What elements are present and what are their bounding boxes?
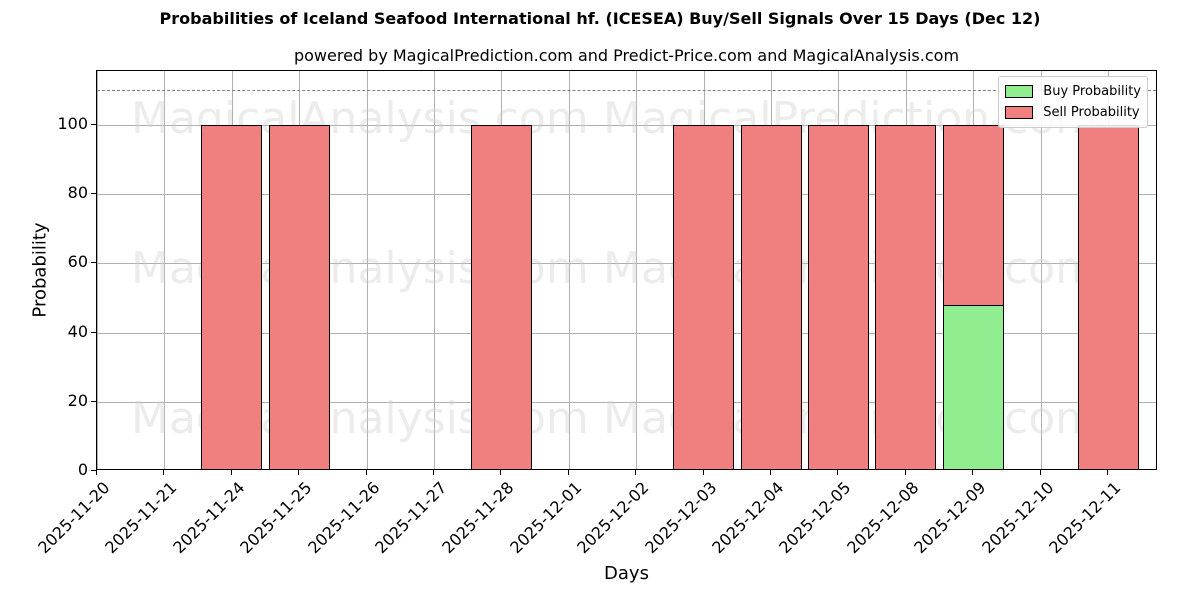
sell-bar (470, 125, 532, 469)
sell-bar (875, 125, 937, 469)
y-tick (91, 193, 96, 195)
chart-title: Probabilities of Iceland Seafood Interna… (159, 9, 1041, 28)
x-tick-label: 2025-11-25 (236, 478, 316, 558)
threshold-line (97, 90, 1156, 92)
plot-area: MagicalAnalysis.com MagicalPrediction.com… (96, 70, 1157, 470)
sell-bar (1077, 125, 1139, 469)
x-axis-label: Days (604, 563, 649, 584)
y-tick (91, 124, 96, 125)
grid-line-h (97, 194, 1156, 196)
x-tick-label: 2025-11-27 (371, 478, 451, 558)
y-tick-label: 100 (57, 114, 88, 133)
grid-line-h (97, 332, 1156, 334)
sell-bar (268, 125, 330, 469)
grid-line-v (568, 71, 570, 469)
buy-bar (942, 304, 1004, 469)
x-tick (96, 470, 97, 475)
x-tick-label: 2025-12-08 (843, 478, 923, 558)
legend-item-sell: Sell Probability (1005, 102, 1141, 123)
x-tick-label: 2025-12-05 (775, 478, 855, 558)
x-tick (230, 470, 232, 475)
x-tick (365, 470, 367, 475)
grid-line-v (636, 71, 638, 469)
x-tick (298, 470, 300, 475)
x-tick (972, 470, 974, 475)
x-tick-label: 2025-12-11 (1045, 478, 1125, 558)
x-tick-label: 2025-12-02 (573, 478, 653, 558)
x-tick-label: 2025-11-21 (101, 478, 181, 558)
y-axis-label: Probability (29, 222, 51, 318)
x-tick (702, 470, 704, 475)
x-tick (904, 470, 906, 475)
grid-line-v (366, 71, 368, 469)
x-tick (500, 470, 502, 475)
y-tick-label: 0 (77, 460, 88, 479)
x-tick-label: 2025-12-04 (708, 478, 788, 558)
chart-subtitle: powered by MagicalPrediction.com and Pre… (293, 46, 960, 65)
x-tick (1039, 470, 1041, 475)
y-tick (91, 262, 96, 264)
sell-bar (807, 125, 869, 469)
y-tick (91, 470, 96, 471)
sell-bar (673, 125, 735, 469)
x-tick-label: 2025-11-20 (34, 478, 114, 558)
x-tick-label: 2025-12-10 (977, 478, 1058, 558)
legend-buy-label: Buy Probability (1043, 84, 1141, 99)
y-tick-label: 80 (67, 183, 88, 203)
y-tick-label: 20 (67, 390, 88, 410)
x-tick (567, 470, 569, 475)
grid-line-h (97, 263, 1156, 265)
x-tick-label: 2025-12-09 (910, 478, 990, 558)
grid-line-v (97, 71, 98, 469)
y-tick (91, 400, 96, 402)
x-tick (837, 470, 839, 475)
sell-swatch-icon (1005, 106, 1034, 119)
y-tick (91, 331, 96, 333)
grid-line-v (434, 71, 435, 469)
buy-swatch-icon (1005, 85, 1034, 98)
x-tick-label: 2025-11-28 (438, 478, 518, 558)
grid-line-v (1040, 71, 1042, 469)
x-tick (1107, 470, 1108, 475)
sell-bar (942, 125, 1004, 306)
x-tick (163, 470, 165, 475)
x-tick-label: 2025-11-24 (169, 478, 249, 558)
y-tick-label: 40 (67, 321, 88, 341)
legend-sell-label: Sell Probability (1043, 105, 1140, 120)
y-tick-label: 60 (67, 252, 88, 272)
x-tick-label: 2025-12-01 (506, 478, 586, 558)
x-tick (635, 470, 637, 475)
x-tick-label: 2025-12-03 (640, 478, 721, 558)
x-tick (433, 470, 434, 475)
grid-line-h (97, 401, 1156, 403)
legend-item-buy: Buy Probability (1005, 81, 1141, 102)
x-tick (770, 470, 771, 475)
x-tick-label: 2025-11-26 (303, 478, 384, 558)
sell-bar (201, 125, 263, 469)
legend: Buy Probability Sell Probability (998, 76, 1148, 128)
grid-line-v (164, 71, 166, 469)
sell-bar (740, 125, 802, 469)
grid-line-h (97, 125, 1156, 126)
